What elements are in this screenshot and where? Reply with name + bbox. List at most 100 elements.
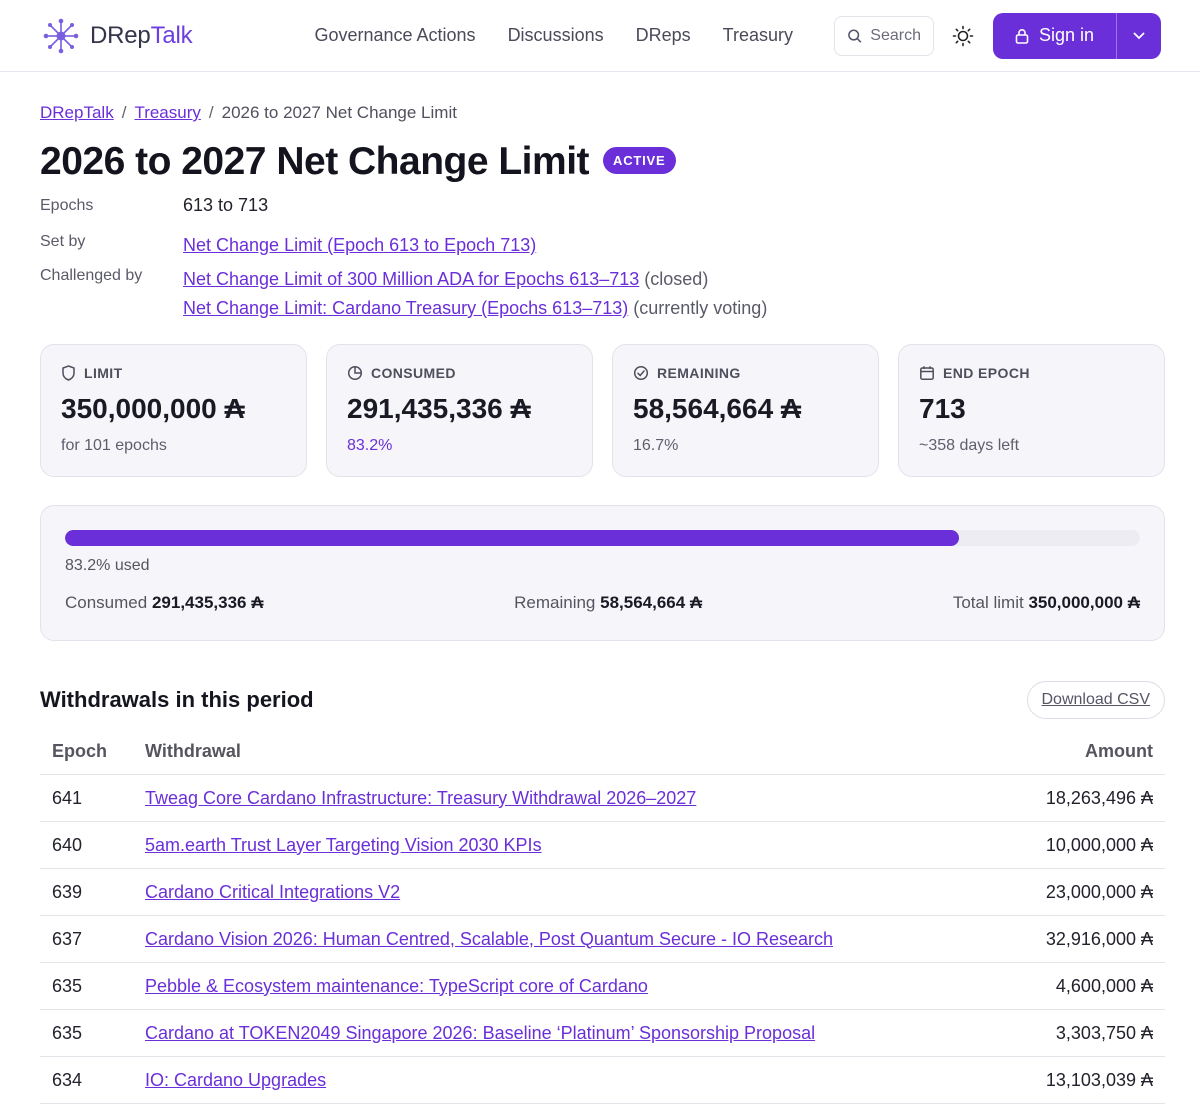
nav-governance-actions[interactable]: Governance Actions	[314, 25, 476, 45]
epochs-value: 613 to 713	[183, 195, 269, 215]
withdrawal-link[interactable]: 5am.earth Trust Layer Targeting Vision 2…	[145, 834, 542, 855]
signin-button[interactable]: Sign in	[993, 12, 1118, 59]
end-epoch-label: END EPOCH	[943, 365, 1030, 381]
column-withdrawal[interactable]: Withdrawal	[133, 741, 1005, 775]
row-epoch: 641	[40, 774, 133, 822]
breadcrumb-separator: /	[208, 103, 214, 122]
withdrawals-table: Epoch Withdrawal Amount 641 Tweag Core C…	[40, 741, 1165, 1104]
withdrawal-link[interactable]: Cardano Vision 2026: Human Centred, Scal…	[145, 928, 834, 949]
consumed-card: CONSUMED 291,435,336 ₳ 83.2%	[326, 344, 593, 477]
breadcrumb-separator: /	[121, 103, 127, 122]
limit-sub: for 101 epochs	[61, 437, 167, 454]
set-by-label: Set by	[40, 233, 86, 250]
column-amount[interactable]: Amount	[1004, 741, 1165, 775]
pie-icon	[347, 365, 363, 381]
withdrawals-header: Withdrawals in this period Download CSV	[40, 681, 1165, 719]
nav-treasury[interactable]: Treasury	[722, 25, 793, 45]
page-title: 2026 to 2027 Net Change Limit	[40, 140, 590, 183]
chevron-down-icon	[1133, 32, 1145, 39]
main-nav: Governance Actions Discussions DReps Tre…	[314, 25, 793, 46]
row-amount: 32,916,000 ₳	[1004, 915, 1165, 963]
remaining-percent: 16.7%	[633, 437, 679, 454]
row-epoch: 640	[40, 821, 133, 869]
brand-name: DRepTalk	[90, 21, 193, 49]
remaining-total: Remaining 58,564,664 ₳	[514, 593, 703, 612]
signin-group: Sign in	[992, 12, 1162, 59]
brand-logo[interactable]: DRepTalk	[42, 17, 193, 55]
summary-cards: LIMIT 350,000,000 ₳ for 101 epochs CONSU…	[40, 344, 1165, 477]
withdrawal-link[interactable]: Cardano at TOKEN2049 Singapore 2026: Bas…	[145, 1022, 816, 1043]
top-header: DRepTalk Governance Actions Discussions …	[0, 0, 1200, 72]
row-amount: 4,600,000 ₳	[1004, 962, 1165, 1010]
consumed-value: 291,435,336 ₳	[347, 393, 531, 424]
shield-icon	[62, 365, 75, 381]
meta-set-by: Set by Net Change Limit (Epoch 613 to Ep…	[40, 227, 1165, 261]
row-amount: 3,303,750 ₳	[1004, 1009, 1165, 1057]
status-badge: ACTIVE	[603, 146, 676, 174]
progress-bar-fill	[65, 530, 960, 546]
breadcrumb-treasury[interactable]: Treasury	[134, 103, 201, 122]
meta-info: Epochs 613 to 713 Set by Net Change Limi…	[40, 193, 1165, 323]
remaining-label: REMAINING	[657, 365, 741, 381]
end-epoch-card: END EPOCH 713 ~358 days left	[898, 344, 1165, 477]
row-epoch: 639	[40, 868, 133, 916]
end-epoch-value: 713	[919, 393, 966, 424]
signin-options-button[interactable]	[1117, 13, 1161, 59]
epochs-label: Epochs	[40, 197, 94, 214]
row-epoch: 637	[40, 915, 133, 963]
main-content: DRepTalk / Treasury / 2026 to 2027 Net C…	[0, 103, 1200, 1104]
row-epoch: 635	[40, 1009, 133, 1057]
remaining-value: 58,564,664 ₳	[633, 393, 802, 424]
gauge-icon	[633, 365, 649, 381]
challenge-link-2[interactable]: Net Change Limit: Cardano Treasury (Epoc…	[183, 298, 629, 318]
withdrawal-link[interactable]: Pebble & Ecosystem maintenance: TypeScri…	[145, 975, 648, 996]
search-icon	[848, 28, 862, 43]
table-row: 635 Pebble & Ecosystem maintenance: Type…	[40, 962, 1165, 1010]
meta-epochs: Epochs 613 to 713	[40, 193, 1165, 227]
usage-progress: 83.2% used Consumed 291,435,336 ₳ Remain…	[40, 505, 1165, 641]
column-epoch[interactable]: Epoch	[40, 741, 133, 775]
download-csv-button[interactable]: Download CSV	[1026, 681, 1165, 719]
table-row: 639 Cardano Critical Integrations V2 23,…	[40, 868, 1165, 916]
limit-card: LIMIT 350,000,000 ₳ for 101 epochs	[40, 344, 307, 477]
lock-icon	[1015, 28, 1029, 44]
calendar-icon	[920, 366, 934, 380]
table-row: 637 Cardano Vision 2026: Human Centred, …	[40, 915, 1165, 963]
table-row: 634 IO: Cardano Upgrades 13,103,039 ₳	[40, 1056, 1165, 1104]
breadcrumb-current: 2026 to 2027 Net Change Limit	[221, 103, 457, 122]
challenge-link-1[interactable]: Net Change Limit of 300 Million ADA for …	[183, 269, 640, 289]
row-amount: 13,103,039 ₳	[1004, 1056, 1165, 1104]
table-row: 635 Cardano at TOKEN2049 Singapore 2026:…	[40, 1009, 1165, 1057]
set-by-link[interactable]: Net Change Limit (Epoch 613 to Epoch 713…	[183, 235, 537, 255]
withdrawal-link[interactable]: IO: Cardano Upgrades	[145, 1069, 327, 1090]
challenge-status-1: (closed)	[644, 269, 709, 289]
sun-icon	[952, 25, 974, 46]
network-logo-icon	[43, 18, 79, 53]
search-button[interactable]: Search	[833, 15, 934, 56]
used-percent-label: 83.2% used	[65, 557, 150, 574]
theme-toggle[interactable]	[952, 25, 974, 47]
consumed-label: CONSUMED	[371, 365, 456, 381]
breadcrumb-home[interactable]: DRepTalk	[40, 103, 114, 122]
row-amount: 10,000,000 ₳	[1004, 821, 1165, 869]
consumed-percent: 83.2%	[347, 437, 393, 454]
withdrawal-link[interactable]: Tweag Core Cardano Infrastructure: Treas…	[145, 787, 697, 808]
meta-challenged-by: Challenged by Net Change Limit of 300 Mi…	[40, 261, 1165, 323]
nav-dreps[interactable]: DReps	[635, 25, 691, 45]
row-amount: 18,263,496 ₳	[1004, 774, 1165, 822]
breadcrumb: DRepTalk / Treasury / 2026 to 2027 Net C…	[40, 103, 1165, 123]
row-epoch: 634	[40, 1056, 133, 1104]
title-row: 2026 to 2027 Net Change Limit ACTIVE	[40, 140, 1165, 184]
limit-total: Total limit 350,000,000 ₳	[952, 593, 1140, 612]
consumed-total: Consumed 291,435,336 ₳	[65, 593, 264, 612]
table-header-row: Epoch Withdrawal Amount	[40, 741, 1165, 775]
days-left: ~358 days left	[919, 437, 1020, 454]
withdrawal-link[interactable]: Cardano Critical Integrations V2	[145, 881, 401, 902]
progress-totals: Consumed 291,435,336 ₳ Remaining 58,564,…	[65, 593, 1140, 613]
search-label: Search	[870, 26, 921, 44]
progress-bar	[65, 530, 1140, 546]
table-row: 640 5am.earth Trust Layer Targeting Visi…	[40, 821, 1165, 869]
withdrawals-title: Withdrawals in this period	[40, 687, 314, 712]
row-amount: 23,000,000 ₳	[1004, 868, 1165, 916]
nav-discussions[interactable]: Discussions	[507, 25, 604, 45]
